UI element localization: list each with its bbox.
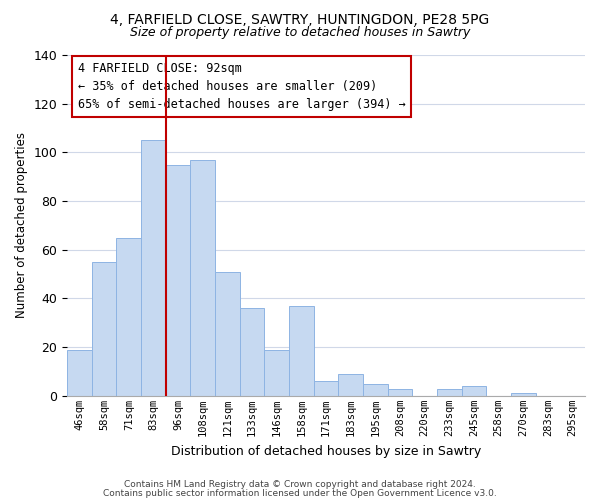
Text: Contains HM Land Registry data © Crown copyright and database right 2024.: Contains HM Land Registry data © Crown c…: [124, 480, 476, 489]
Bar: [388, 388, 412, 396]
Bar: [265, 350, 289, 396]
Text: Contains public sector information licensed under the Open Government Licence v3: Contains public sector information licen…: [103, 488, 497, 498]
Bar: [338, 374, 363, 396]
Bar: [363, 384, 388, 396]
Bar: [289, 306, 314, 396]
Text: Size of property relative to detached houses in Sawtry: Size of property relative to detached ho…: [130, 26, 470, 39]
Y-axis label: Number of detached properties: Number of detached properties: [15, 132, 28, 318]
X-axis label: Distribution of detached houses by size in Sawtry: Distribution of detached houses by size …: [171, 444, 481, 458]
Bar: [166, 164, 190, 396]
Bar: [141, 140, 166, 396]
Bar: [314, 382, 338, 396]
Bar: [462, 386, 487, 396]
Bar: [215, 272, 240, 396]
Bar: [67, 350, 92, 396]
Bar: [511, 394, 536, 396]
Bar: [240, 308, 265, 396]
Text: 4 FARFIELD CLOSE: 92sqm
← 35% of detached houses are smaller (209)
65% of semi-d: 4 FARFIELD CLOSE: 92sqm ← 35% of detache…: [77, 62, 405, 111]
Bar: [437, 388, 462, 396]
Text: 4, FARFIELD CLOSE, SAWTRY, HUNTINGDON, PE28 5PG: 4, FARFIELD CLOSE, SAWTRY, HUNTINGDON, P…: [110, 12, 490, 26]
Bar: [116, 238, 141, 396]
Bar: [92, 262, 116, 396]
Bar: [190, 160, 215, 396]
